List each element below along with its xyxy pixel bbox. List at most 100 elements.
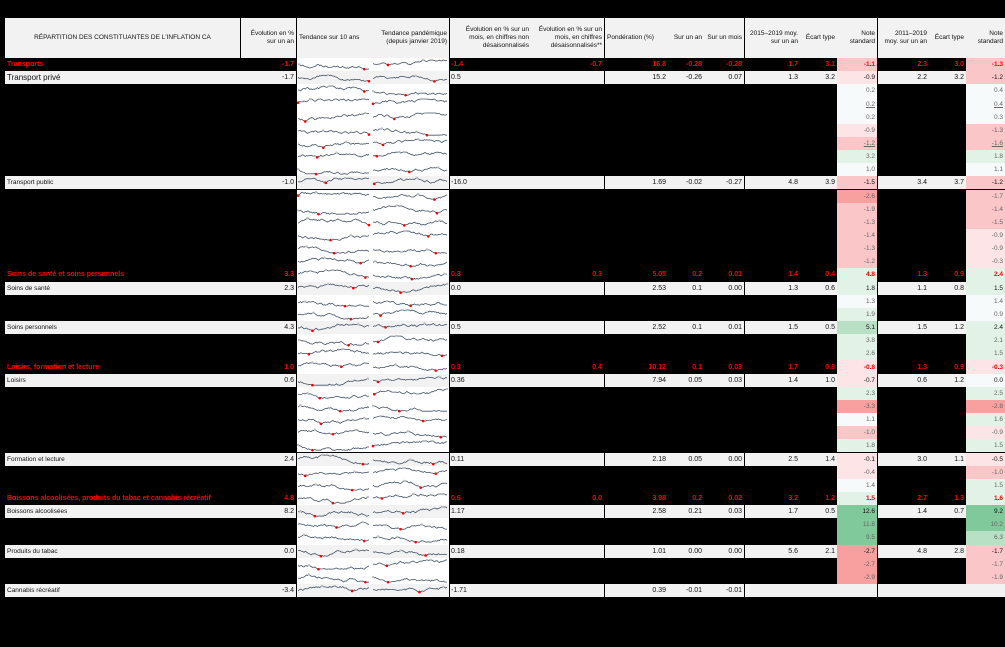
row-background: [744, 268, 837, 282]
row-background: [877, 176, 966, 190]
row-background: [449, 452, 604, 466]
sparkline-pandemic: [371, 307, 449, 321]
note-standard-cell: 0.2: [837, 84, 877, 98]
sub-row: 2.3 2.5: [5, 386, 1005, 400]
header-weight: Pondération (%): [604, 18, 668, 58]
cell-c-month: 0.01: [728, 271, 742, 279]
sparkline-chart-icon: [372, 334, 448, 344]
sparkline-chart-icon: [298, 85, 370, 94]
sparkline-10y: [296, 584, 371, 598]
note-standard-cell: -1.4: [966, 202, 1005, 216]
cell-nsa: 0.3: [451, 271, 461, 279]
sparkline-chart-icon: [297, 510, 370, 518]
sparkline-10y: [296, 557, 371, 571]
sub-row: -3.3 -2.8: [5, 399, 1005, 414]
note-standard-cell: -0.9: [837, 123, 877, 137]
note-standard-cell: 3.2: [837, 150, 877, 164]
note-standard-cell: 0.3: [966, 110, 1005, 124]
cell-sa: [531, 176, 604, 189]
cell-avg2: 4.8: [917, 547, 927, 555]
cell-avg1: 1.7: [788, 508, 798, 516]
cell-label: Transport public: [7, 179, 54, 187]
sparkline-chart-icon: [297, 453, 370, 465]
note-standard-cell: 5.1: [837, 321, 877, 335]
sparkline-pandemic: [371, 268, 449, 282]
sparkline-chart-icon: [296, 190, 370, 197]
cell-c-year: 0.00: [688, 547, 702, 555]
sparkline-10y: [296, 439, 371, 453]
sparkline-pandemic: [371, 452, 449, 466]
row-background: [604, 373, 744, 387]
cell-sa: [531, 282, 604, 295]
note-standard-cell: 10.2: [966, 518, 1005, 532]
note-standard-cell: -1.7: [966, 544, 1005, 558]
row-background: [449, 281, 604, 295]
cell-std2: 3.7: [954, 179, 964, 187]
row-background: [604, 505, 744, 519]
header-trend-10y: Tendance sur 10 ans: [296, 18, 371, 58]
cell-yoy: 4.8: [284, 495, 294, 502]
sparkline-pandemic: [371, 334, 449, 348]
note-standard-cell: -1.7: [966, 189, 1005, 203]
sparkline-chart-icon: [372, 74, 448, 83]
cell-std1: [800, 584, 837, 597]
sparkline-chart-icon: [297, 73, 371, 83]
cell-nsa: 0.5: [451, 324, 461, 332]
cell-c-month: 0.00: [728, 455, 742, 463]
cell-c-year: -0.02: [686, 179, 702, 187]
table-row: Boissons alcoolisées 8.2 1.17 2.58 0.21 0.03 1…: [5, 505, 1005, 519]
sparkline-chart-icon: [372, 219, 448, 227]
row-background: [877, 71, 966, 85]
sparkline-chart-icon: [297, 348, 370, 356]
sparkline-chart-icon: [296, 208, 370, 216]
cell-c-month: 0.03: [728, 363, 742, 371]
sparkline-chart-icon: [372, 177, 448, 186]
cell-c-year: 0.05: [688, 376, 702, 384]
sparkline-chart-icon: [372, 308, 448, 317]
cell-label: Transport privé: [7, 73, 61, 83]
sparkline-pandemic: [371, 557, 449, 571]
sparkline-chart-icon: [372, 387, 449, 396]
cell-avg2: 0.6: [917, 376, 927, 384]
sparkline-chart-icon: [372, 299, 448, 307]
sparkline-chart-icon: [372, 558, 447, 567]
table-row: Loisirs 0.6 0.36 7.94 0.05 0.03 1.4 1.0 0.6 1.2 -0…: [5, 373, 1005, 387]
note-standard-cell: 9.5: [837, 531, 877, 545]
sparkline-10y: [296, 505, 371, 519]
row-background: [5, 268, 296, 282]
sparkline-pandemic: [371, 97, 449, 111]
cell-sa: [531, 545, 604, 558]
sparkline-10y: [296, 413, 371, 427]
note-standard-cell: -0.7: [837, 373, 877, 387]
sub-row: -1.0 -0.9: [5, 426, 1005, 440]
cell-yoy: 4.3: [284, 324, 294, 332]
row-background: [877, 360, 966, 374]
sub-row: -0.4 -1.0: [5, 465, 1005, 479]
row-background: [5, 584, 296, 598]
row-background: [604, 268, 744, 282]
sparkline-10y: [296, 84, 371, 98]
sparkline-pandemic: [371, 150, 449, 164]
sparkline-chart-icon: [372, 505, 448, 515]
cell-weight: 5.05: [652, 271, 666, 279]
cell-weight: 0.39: [652, 587, 666, 595]
cell-yoy: 2.3: [284, 284, 294, 292]
sparkline-chart-icon: [297, 177, 370, 185]
cell-avg1: [744, 584, 800, 597]
note-standard-cell: 0.4: [966, 84, 1005, 98]
sparkline-chart-icon: [297, 140, 369, 149]
column-divider: [877, 18, 878, 598]
sparkline-chart-icon: [297, 300, 369, 308]
cell-avg1: 1.4: [788, 271, 798, 279]
note-standard-cell: 2.3: [837, 386, 877, 400]
cell-c-month: 0.03: [728, 508, 742, 516]
sparkline-chart-icon: [297, 495, 370, 505]
cell-c-year: 0.1: [692, 284, 702, 292]
sparkline-chart-icon: [372, 272, 448, 281]
sparkline-chart-icon: [297, 391, 370, 400]
header-std-1: Écart type: [805, 34, 835, 41]
row-background: [604, 452, 744, 466]
cell-avg1: 1.3: [788, 74, 798, 82]
sparkline-chart-icon: [297, 533, 370, 543]
note-standard-cell: -0.1: [837, 452, 877, 466]
